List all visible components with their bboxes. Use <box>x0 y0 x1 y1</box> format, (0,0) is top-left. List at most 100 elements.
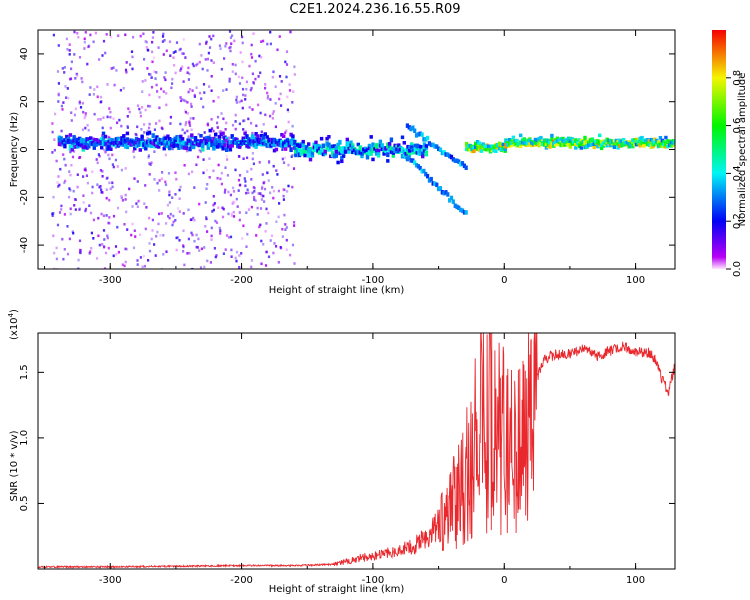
spectrogram-speckle <box>109 110 112 114</box>
spectrogram-trace <box>424 137 428 142</box>
spectrogram-speckle <box>184 109 187 112</box>
spectrogram-speckle <box>282 161 286 164</box>
spectrogram-trace <box>68 139 73 144</box>
spectrogram-trace <box>566 140 571 147</box>
spectrogram-speckle <box>108 107 111 110</box>
spectrogram-speckle <box>70 111 73 114</box>
spectrogram-trace <box>442 150 446 155</box>
spectrogram-speckle <box>206 230 209 233</box>
spectrogram-speckle <box>175 177 178 181</box>
spectrogram-trace <box>81 138 85 144</box>
spectrogram-speckle <box>74 198 77 201</box>
spectrogram-trace <box>291 135 295 141</box>
spectrogram-trace <box>125 131 130 136</box>
spectrogram-speckle <box>239 183 242 187</box>
spectrogram-speckle <box>139 233 142 236</box>
spectrogram-trace <box>252 139 256 143</box>
spectrogram-speckle <box>265 222 268 225</box>
spectrogram-speckle <box>112 165 115 169</box>
spectrogram-speckle <box>178 197 181 200</box>
spectrogram-speckle <box>106 83 109 86</box>
spectrogram-trace <box>365 148 370 152</box>
spectrogram-speckle <box>115 253 118 256</box>
spectrogram-speckle <box>70 119 73 122</box>
spectrogram-speckle <box>106 236 109 240</box>
spectrogram-trace <box>248 138 253 143</box>
spectrogram-trace <box>408 145 412 151</box>
spectrogram-trace <box>477 141 482 146</box>
spectrogram-trace <box>319 136 324 141</box>
spectrogram-speckle <box>212 61 215 64</box>
spectrogram-trace <box>77 141 82 147</box>
spectrogram-speckle <box>218 226 221 230</box>
spectrogram-speckle <box>258 161 261 164</box>
spectrogram-speckle <box>139 256 142 259</box>
spectrogram-trace <box>228 140 233 147</box>
spectrogram-trace <box>168 145 172 151</box>
spectrogram-trace <box>186 141 190 146</box>
spectrogram-speckle <box>109 35 113 39</box>
spectrogram-trace <box>146 139 150 145</box>
spectrogram-speckle <box>234 72 237 76</box>
spectrogram-speckle <box>107 246 110 250</box>
spectrogram-speckle <box>97 216 100 220</box>
spectrogram-speckle <box>92 93 95 96</box>
spectrogram-trace <box>210 142 214 148</box>
spectrogram-speckle <box>78 100 81 103</box>
spectrogram-speckle <box>169 115 172 119</box>
spectrogram-speckle <box>237 189 240 192</box>
spectrogram-trace <box>561 141 565 147</box>
spectrogram-trace <box>492 145 496 151</box>
spectrogram-trace <box>307 142 311 146</box>
spectrogram-trace <box>294 149 298 156</box>
spectrogram-trace <box>343 146 348 152</box>
spectrogram-trace <box>94 138 98 142</box>
spectrogram-speckle <box>191 170 194 174</box>
spectrogram-trace <box>123 142 128 149</box>
spectrogram-speckle <box>103 267 107 269</box>
spectrogram-speckle <box>161 127 164 131</box>
spectrogram-speckle <box>198 60 201 64</box>
spectrogram-trace <box>373 147 377 151</box>
spectrogram-speckle <box>281 148 284 151</box>
spectrogram-trace <box>87 137 91 141</box>
spectrogram-trace <box>72 142 76 149</box>
spectrogram-trace <box>422 142 427 148</box>
spectrogram-trace <box>147 138 152 144</box>
y-tick-label: -40 <box>19 237 30 253</box>
spectrogram-trace <box>125 137 130 143</box>
spectrogram-speckle <box>125 247 128 251</box>
spectrogram-speckle <box>250 205 253 209</box>
spectrogram-trace <box>123 138 128 143</box>
spectrogram-speckle <box>179 185 182 189</box>
spectrogram-trace <box>114 137 119 142</box>
spectrogram-speckle <box>195 86 198 89</box>
spectrogram-speckle <box>291 185 294 189</box>
spectrogram-trace <box>369 146 373 152</box>
spectrogram-trace <box>146 131 150 136</box>
spectrogram-speckle <box>136 205 139 208</box>
spectrogram-speckle <box>158 212 161 216</box>
spectrogram-speckle <box>251 157 254 161</box>
spectrogram-speckle <box>293 221 296 224</box>
spectrogram-speckle <box>182 245 185 249</box>
spectrogram-speckle <box>252 32 255 35</box>
spectrogram-speckle <box>78 101 81 105</box>
spectrogram-trace <box>267 137 271 142</box>
spectrogram-speckle <box>244 94 247 97</box>
spectrogram-speckle <box>133 229 136 232</box>
spectrogram-speckle <box>96 161 99 165</box>
spectrogram-trace <box>410 145 414 149</box>
spectrogram-trace <box>457 159 461 164</box>
spectrogram-trace <box>378 139 383 145</box>
spectrogram-trace <box>274 139 279 145</box>
spectrogram-speckle <box>198 249 201 252</box>
spectrogram-speckle <box>203 246 206 249</box>
spectrogram-speckle <box>210 226 213 230</box>
spectrogram-speckle <box>257 103 260 107</box>
spectrogram-speckle <box>204 225 207 228</box>
spectrogram-trace <box>338 151 342 156</box>
spectrogram-speckle <box>100 100 103 103</box>
spectrogram-trace <box>398 148 403 152</box>
spectrogram-speckle <box>182 80 185 83</box>
